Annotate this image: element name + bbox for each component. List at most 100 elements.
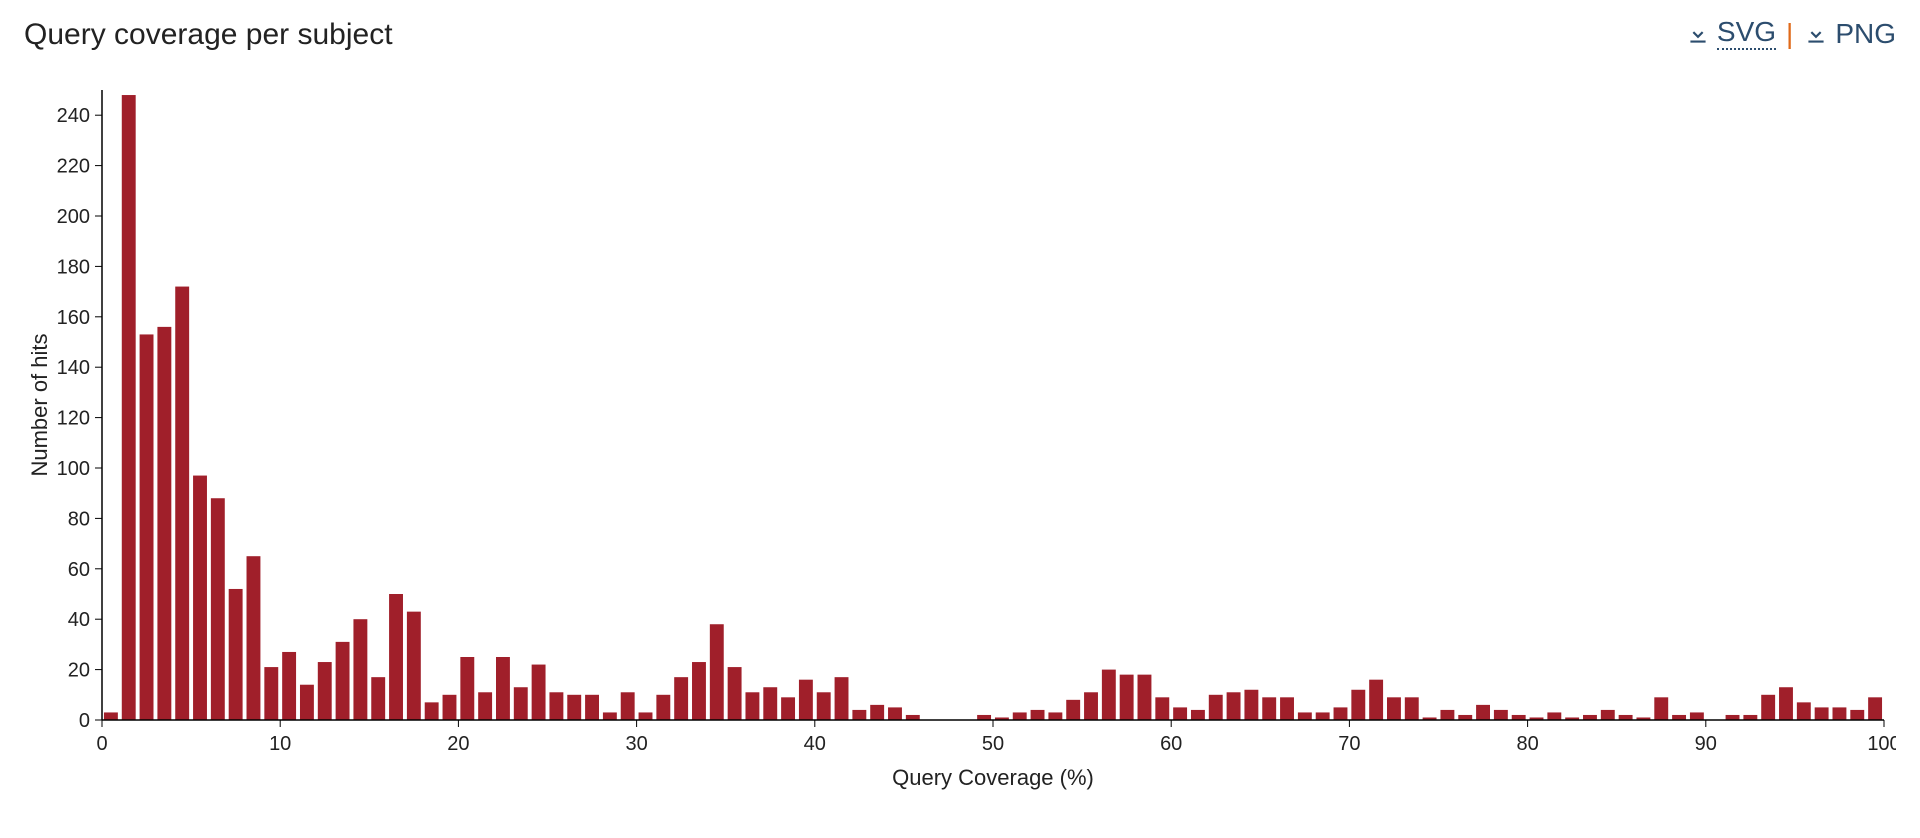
histogram-bar — [318, 662, 332, 720]
histogram-bar — [763, 687, 777, 720]
histogram-bar — [229, 589, 243, 720]
histogram-bar — [407, 612, 421, 720]
svg-text:240: 240 — [57, 105, 90, 127]
x-axis-label: Query Coverage (%) — [892, 765, 1094, 790]
histogram-bar — [549, 692, 563, 720]
svg-text:50: 50 — [982, 733, 1004, 755]
histogram-bar — [1476, 705, 1490, 720]
histogram-bar — [264, 667, 278, 720]
histogram-bar — [1191, 710, 1205, 720]
svg-text:0: 0 — [96, 733, 107, 755]
svg-text:140: 140 — [57, 357, 90, 379]
svg-text:100: 100 — [1867, 733, 1896, 755]
histogram-bar — [1654, 697, 1668, 720]
svg-text:120: 120 — [57, 408, 90, 430]
histogram-bar — [1066, 700, 1080, 720]
histogram-bar — [371, 677, 385, 720]
histogram-bar — [585, 695, 599, 720]
histogram-bar — [336, 642, 350, 720]
histogram-bar — [1494, 710, 1508, 720]
svg-text:220: 220 — [57, 156, 90, 178]
histogram-bar — [888, 707, 902, 720]
histogram-bar — [300, 685, 314, 720]
histogram-bar — [104, 712, 118, 720]
svg-text:80: 80 — [1516, 733, 1538, 755]
histogram-bar — [460, 657, 474, 720]
histogram-bar — [1280, 697, 1294, 720]
histogram-bar — [1138, 675, 1152, 720]
histogram-bar — [1405, 697, 1419, 720]
histogram-bar — [674, 677, 688, 720]
histogram-bar — [656, 695, 670, 720]
download-icon — [1685, 21, 1711, 47]
histogram-bar — [1334, 707, 1348, 720]
chart-svg: 0204060801001201401601802002202400102030… — [24, 80, 1896, 798]
histogram-bar — [639, 712, 653, 720]
histogram-bar — [496, 657, 510, 720]
y-axis-label: Number of hits — [27, 333, 52, 476]
histogram-bar — [1298, 712, 1312, 720]
histogram-bar — [175, 287, 189, 720]
svg-text:160: 160 — [57, 307, 90, 329]
histogram-bar — [728, 667, 742, 720]
svg-text:80: 80 — [68, 508, 90, 530]
download-svg-link[interactable]: SVG — [1685, 18, 1776, 50]
histogram-bar — [977, 715, 991, 720]
histogram-bar — [193, 476, 207, 720]
histogram-bar — [122, 95, 136, 720]
download-icon — [1803, 21, 1829, 47]
svg-text:40: 40 — [804, 733, 826, 755]
histogram-bar — [1440, 710, 1454, 720]
histogram-bar — [1155, 697, 1169, 720]
histogram-bar — [389, 594, 403, 720]
histogram-bar — [1120, 675, 1134, 720]
histogram-bar — [140, 334, 154, 720]
histogram-bar — [1387, 697, 1401, 720]
histogram-bar — [353, 619, 367, 720]
histogram-bar — [1690, 712, 1704, 720]
histogram-bar — [906, 715, 920, 720]
histogram-bar — [835, 677, 849, 720]
histogram-bar — [1833, 707, 1847, 720]
svg-text:20: 20 — [68, 660, 90, 682]
svg-text:0: 0 — [79, 710, 90, 732]
svg-text:40: 40 — [68, 609, 90, 631]
svg-text:60: 60 — [1160, 733, 1182, 755]
histogram-bar — [817, 692, 831, 720]
histogram-bar — [799, 680, 813, 720]
histogram-bar — [1761, 695, 1775, 720]
histogram-bar — [1173, 707, 1187, 720]
svg-text:90: 90 — [1695, 733, 1717, 755]
histogram-bar — [1369, 680, 1383, 720]
histogram-bar — [1227, 692, 1241, 720]
histogram-bar — [1512, 715, 1526, 720]
download-png-link[interactable]: PNG — [1803, 20, 1896, 48]
page-container: Query coverage per subject SVG | PNG 020… — [0, 0, 1920, 838]
histogram-bar — [781, 697, 795, 720]
svg-text:30: 30 — [625, 733, 647, 755]
histogram-bar — [745, 692, 759, 720]
histogram-bar — [1743, 715, 1757, 720]
svg-text:100: 100 — [57, 458, 90, 480]
histogram-bar — [1583, 715, 1597, 720]
svg-text:10: 10 — [269, 733, 291, 755]
histogram-bar — [1850, 710, 1864, 720]
svg-text:200: 200 — [57, 206, 90, 228]
download-links: SVG | PNG — [1685, 18, 1896, 50]
histogram-bar — [1815, 707, 1829, 720]
histogram-bar — [478, 692, 492, 720]
histogram-bar — [1547, 712, 1561, 720]
histogram-bar — [621, 692, 635, 720]
histogram-bar — [1797, 702, 1811, 720]
histogram-bar — [1619, 715, 1633, 720]
histogram-bar — [532, 665, 546, 720]
histogram-bar — [1048, 712, 1062, 720]
histogram-bar — [1779, 687, 1793, 720]
histogram-bar — [710, 624, 724, 720]
histogram-bar — [1013, 712, 1027, 720]
histogram-bar — [1672, 715, 1686, 720]
histogram-chart: 0204060801001201401601802002202400102030… — [24, 80, 1896, 798]
histogram-bar — [567, 695, 581, 720]
histogram-bar — [1316, 712, 1330, 720]
histogram-bar — [1262, 697, 1276, 720]
